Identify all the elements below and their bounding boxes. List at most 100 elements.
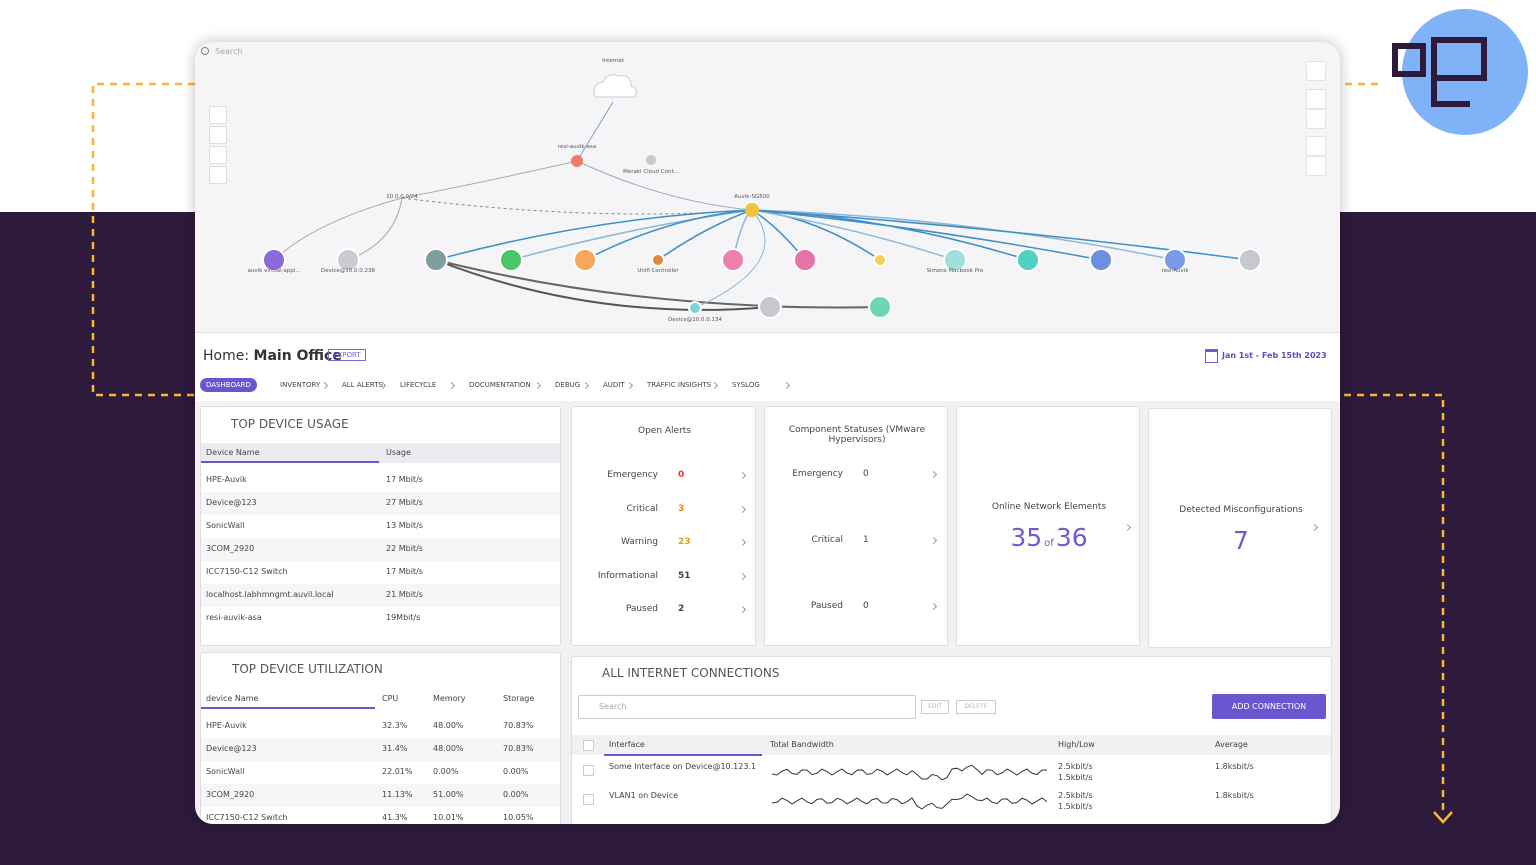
cell: Some Interface on Device@10.123.1: [609, 762, 757, 771]
column-header: Average: [1215, 740, 1248, 749]
checkbox[interactable]: [583, 794, 594, 805]
status-label: Critical: [811, 535, 843, 545]
chevron: [738, 572, 747, 580]
map-tool-button[interactable]: [209, 106, 227, 124]
header-bar: [195, 332, 1340, 401]
cell: VLAN1 on Device: [609, 791, 679, 800]
cell: 3COM_2920: [206, 544, 255, 553]
map-tool-button[interactable]: [209, 146, 227, 164]
cell: 32.3%: [382, 721, 408, 730]
node: [868, 295, 892, 319]
node-label: Device@10.0.0.238: [321, 268, 376, 274]
cell: 19Mbit/s: [386, 613, 421, 622]
chevron: [929, 536, 938, 545]
cell: 41.3%: [382, 813, 408, 822]
column-header: CPU: [382, 694, 399, 703]
node-label: Internet: [602, 58, 625, 64]
column-header: Total Bandwidth: [770, 740, 834, 749]
node: [793, 248, 817, 272]
alert-count: 51: [678, 570, 691, 581]
node-label: Unifi Controller: [637, 268, 679, 274]
status-label: Paused: [810, 601, 843, 611]
node-label: resi-auvik-asa: [558, 144, 596, 150]
status-count: 0: [863, 469, 869, 479]
tab[interactable]: LIFECYCLE: [400, 381, 437, 389]
node: [943, 248, 967, 272]
node-label: 10.0.0.0/24: [386, 194, 418, 200]
row-stripe: [201, 584, 560, 607]
cell: 0.00%: [503, 790, 529, 799]
map-control-button[interactable]: [1306, 61, 1326, 81]
header-underline: [604, 754, 762, 756]
location: Main Office: [253, 348, 342, 364]
node: [721, 248, 745, 272]
home-label: Home:: [203, 348, 250, 364]
tab[interactable]: DASHBOARD: [200, 378, 257, 392]
edge: [751, 209, 1176, 261]
action-button[interactable]: EDIT: [921, 700, 949, 714]
cell: 70.83%: [503, 744, 534, 753]
export-button[interactable]: EXPORT: [328, 349, 366, 361]
map-control-button[interactable]: [1306, 156, 1326, 176]
map-tool-button[interactable]: [209, 166, 227, 184]
tab[interactable]: INVENTORY: [280, 381, 321, 389]
edge: [657, 209, 753, 261]
column-header: device Name: [206, 694, 259, 703]
cell: HPE-Auvik: [206, 721, 247, 730]
add-connection-button[interactable]: ADD CONNECTION: [1212, 694, 1326, 719]
search-box[interactable]: Search: [578, 695, 916, 719]
checkbox[interactable]: [583, 765, 594, 776]
cell: 10.01%: [433, 813, 464, 822]
tab[interactable]: DOCUMENTATION: [469, 381, 531, 389]
search-icon: [201, 47, 209, 55]
chevron: [929, 470, 938, 479]
action-button[interactable]: DELETE: [956, 700, 996, 714]
tab[interactable]: ALL ALERTS: [342, 381, 383, 389]
map-control-button[interactable]: [1306, 89, 1326, 109]
cell: resi-auvik-asa: [206, 613, 262, 622]
cell: ICC7150-C12 Switch: [206, 567, 288, 576]
checkbox[interactable]: [583, 740, 594, 751]
alert-label: Emergency: [607, 470, 658, 480]
tab[interactable]: TRAFFIC INSIGHTS: [647, 381, 712, 389]
status-count: 0: [863, 601, 869, 611]
detected-misconfigurations: Detected Misconfigurations 7: [1148, 408, 1332, 648]
map-control-button[interactable]: [1306, 109, 1326, 129]
chevron: [738, 471, 747, 480]
alert-label: Paused: [625, 604, 658, 614]
top-device-utilization: TOP DEVICE UTILIZATION device Name CPU Memo…: [200, 652, 561, 824]
edge: [401, 197, 753, 215]
open-alerts: Open Alerts Emergency 0 Critical 3 Warning 23 I…: [571, 406, 756, 646]
cell: 2.5kbit/s: [1058, 791, 1093, 800]
column-header: Usage: [386, 448, 411, 457]
cell: Device@123: [206, 744, 257, 753]
of: of: [1044, 538, 1054, 549]
tab[interactable]: DEBUG: [555, 381, 581, 389]
chevron: [929, 602, 938, 611]
map-tool-button[interactable]: [209, 126, 227, 144]
search-placeholder: Search: [599, 702, 627, 711]
network-map: Internet resi-auvik-asa Meraki Cloud Cont.…: [195, 42, 1340, 332]
edge: [435, 259, 881, 309]
node: [745, 203, 759, 217]
edge: [576, 101, 614, 162]
cell: ICC7150-C12 Switch: [206, 813, 288, 822]
chevron: [738, 505, 747, 513]
cell: SonicWall: [206, 521, 245, 530]
alert-count: 3: [678, 503, 685, 514]
tab[interactable]: SYSLOG: [732, 381, 760, 389]
tab[interactable]: AUDIT: [603, 381, 625, 389]
node: [336, 248, 360, 272]
date-range[interactable]: Jan 1st - Feb 15th 2023: [1222, 351, 1327, 360]
header-underline: [201, 461, 379, 463]
chevron: [738, 538, 747, 547]
cell: 31.4%: [382, 744, 408, 753]
map-control-button[interactable]: [1306, 136, 1326, 156]
node: [646, 155, 656, 165]
sparkline: [772, 764, 1047, 781]
edge: [510, 209, 753, 261]
column-header: Memory: [433, 694, 466, 703]
cell: 1.8ksbit/s: [1215, 762, 1254, 771]
cell: Device@123: [206, 498, 257, 507]
cell: 22 Mbit/s: [386, 544, 423, 553]
